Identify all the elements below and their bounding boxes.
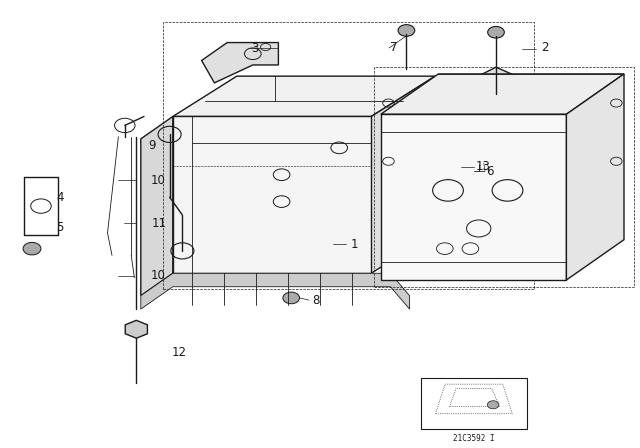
Polygon shape — [141, 116, 173, 296]
Polygon shape — [566, 74, 624, 280]
Text: 13: 13 — [476, 160, 490, 173]
Bar — [421, 378, 527, 429]
Circle shape — [470, 152, 487, 164]
Polygon shape — [381, 74, 624, 114]
Polygon shape — [381, 114, 566, 280]
Text: 21C3592 I: 21C3592 I — [453, 434, 495, 443]
Circle shape — [398, 25, 415, 36]
Circle shape — [23, 242, 41, 255]
Polygon shape — [125, 320, 147, 338]
Text: 6: 6 — [486, 164, 494, 178]
Text: 12: 12 — [172, 345, 186, 359]
Polygon shape — [474, 67, 522, 110]
Text: 1: 1 — [351, 237, 358, 251]
Circle shape — [488, 401, 499, 409]
Text: 11: 11 — [152, 216, 166, 230]
Polygon shape — [141, 273, 410, 309]
Text: 8: 8 — [312, 293, 320, 307]
Text: 4: 4 — [56, 190, 64, 204]
Text: 10: 10 — [150, 269, 165, 282]
Circle shape — [283, 292, 300, 304]
Polygon shape — [202, 43, 278, 83]
Bar — [374, 67, 634, 287]
Text: 7: 7 — [390, 41, 398, 55]
Text: 2: 2 — [541, 41, 548, 55]
Polygon shape — [371, 76, 435, 273]
Text: 10: 10 — [150, 173, 165, 187]
Text: 3: 3 — [252, 42, 259, 55]
Circle shape — [488, 26, 504, 38]
Polygon shape — [173, 116, 371, 273]
Polygon shape — [173, 76, 435, 116]
Text: 9: 9 — [148, 139, 156, 152]
Bar — [163, 22, 534, 289]
Text: 5: 5 — [56, 220, 64, 234]
